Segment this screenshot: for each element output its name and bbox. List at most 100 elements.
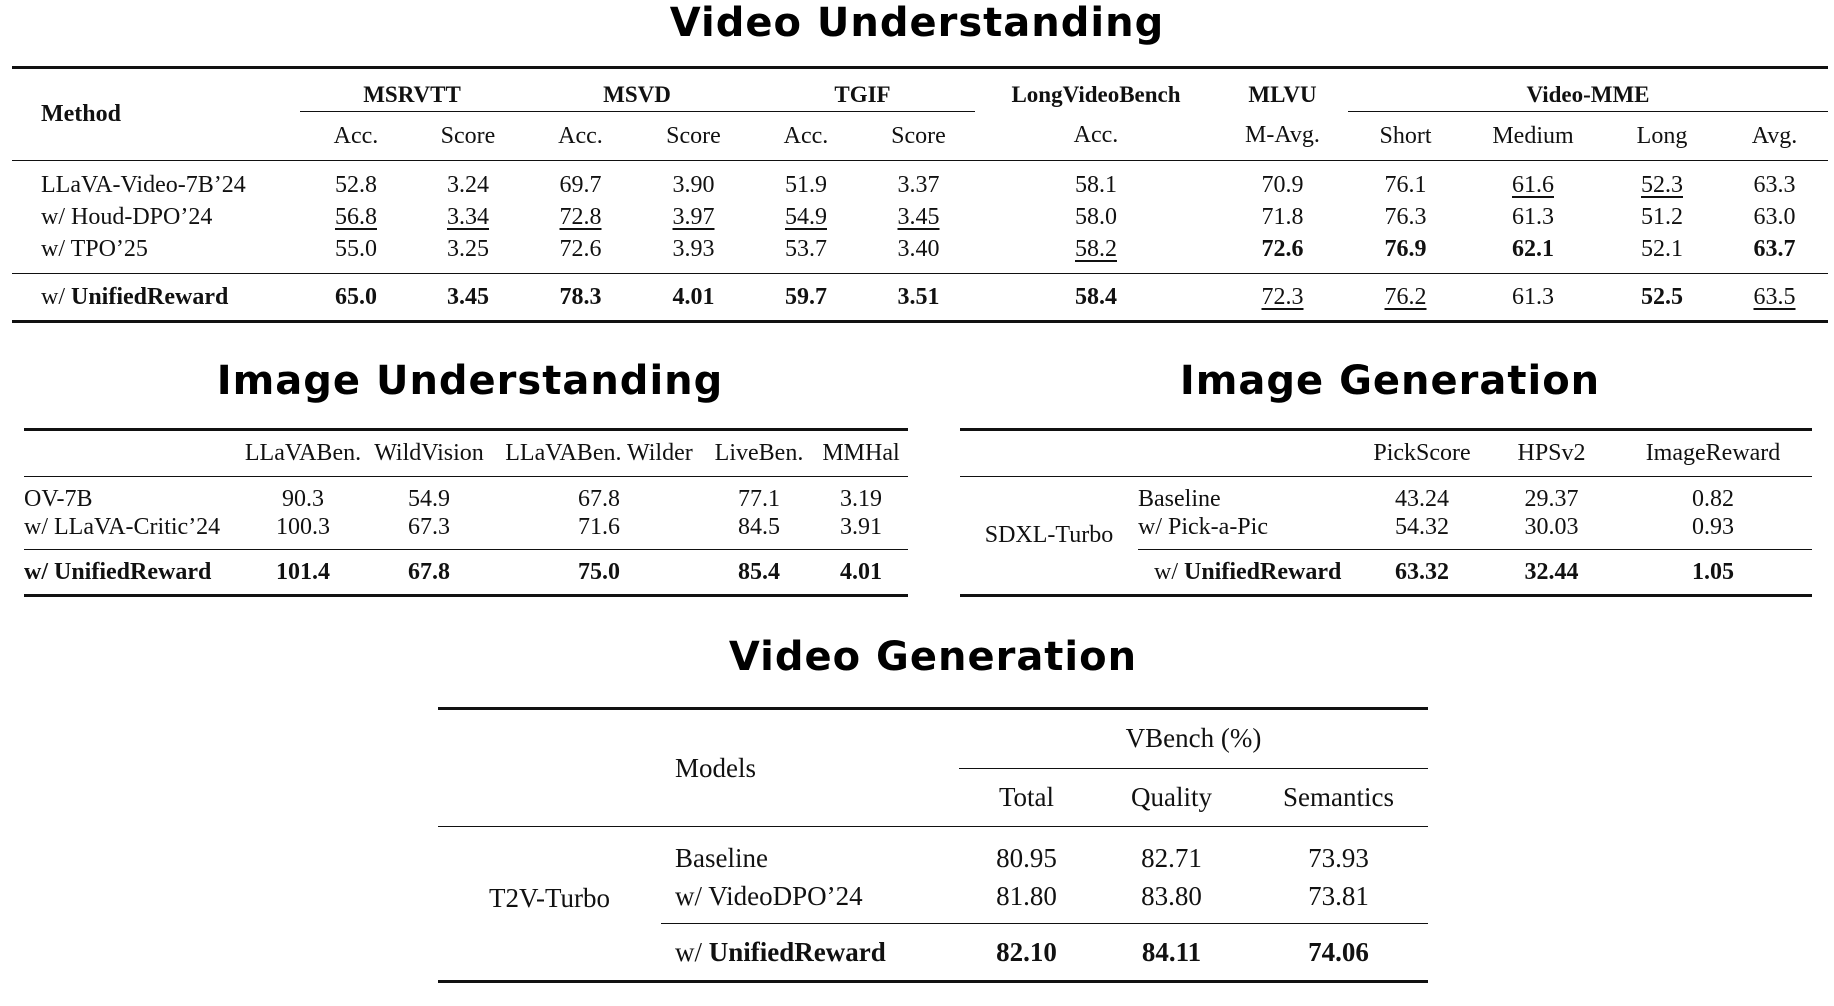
cell: 54.32 bbox=[1395, 513, 1449, 540]
cell: 63.0 bbox=[1753, 203, 1796, 230]
cell: 100.3 bbox=[276, 513, 330, 540]
table-row: w/ Houd-DPO’24 56.8 3.34 72.8 3.97 54.9 … bbox=[12, 201, 1828, 233]
cell: 3.37 bbox=[862, 160, 975, 201]
column-header: Quality bbox=[1131, 781, 1212, 812]
image-generation-title: Image Generation bbox=[1179, 358, 1601, 404]
vg-group-header-row: Models VBench (%) bbox=[438, 708, 1428, 783]
cell: 58.2 bbox=[1075, 235, 1117, 262]
cell: 63.7 bbox=[1753, 235, 1796, 262]
cell: 53.7 bbox=[785, 235, 827, 262]
models-header: Models bbox=[675, 752, 756, 783]
table-row: T2V-Turbo Baseline 80.95 82.71 73.93 bbox=[438, 826, 1428, 982]
cell: 72.6 bbox=[1261, 235, 1304, 262]
empty-header bbox=[24, 430, 242, 477]
model-name: OV-7B bbox=[24, 476, 242, 513]
cell: 67.3 bbox=[408, 513, 450, 540]
cell: 32.44 bbox=[1489, 549, 1614, 596]
cell: 101.4 bbox=[242, 549, 364, 596]
method-name: w/ UnifiedReward bbox=[661, 923, 959, 982]
cell: 71.6 bbox=[578, 513, 620, 540]
image-understanding-table: LLaVABen. WildVision LLaVABen. Wilder Li… bbox=[24, 428, 908, 597]
cell: 51.9 bbox=[750, 160, 862, 201]
column-header: LLaVABen. bbox=[244, 440, 362, 466]
cell: 63.32 bbox=[1355, 549, 1489, 596]
table-row: SDXL-Turbo Baseline 43.24 29.37 0.82 bbox=[960, 476, 1812, 596]
method-name: w/ UnifiedReward bbox=[12, 273, 300, 322]
vu-subheader-row: Acc. Score Acc. Score Acc. Score Acc. M-… bbox=[12, 111, 1828, 161]
subheader: M-Avg. bbox=[1245, 122, 1320, 149]
iu-header-row: LLaVABen. WildVision LLaVABen. Wilder Li… bbox=[24, 430, 908, 477]
cell: 54.9 bbox=[364, 476, 494, 513]
column-header: LLaVABen. Wilder bbox=[505, 440, 693, 466]
cell: 80.95 bbox=[959, 826, 1094, 877]
empty-header bbox=[438, 709, 661, 769]
subheader: Acc. bbox=[300, 111, 412, 161]
group-msvd: MSVD bbox=[603, 82, 671, 107]
cell: 3.90 bbox=[637, 160, 750, 201]
cell: 3.24 bbox=[412, 160, 524, 201]
cell: 76.3 bbox=[1384, 203, 1427, 230]
cell: 52.5 bbox=[1603, 273, 1721, 322]
cell: 72.6 bbox=[559, 235, 602, 262]
cell: 90.3 bbox=[242, 476, 364, 513]
method-prefix: w/ bbox=[41, 283, 71, 310]
group-msrvtt: MSRVTT bbox=[363, 82, 461, 107]
cell: 62.1 bbox=[1512, 235, 1554, 262]
subheader: Avg. bbox=[1721, 111, 1828, 161]
cell: 75.0 bbox=[494, 549, 704, 596]
cell: 3.34 bbox=[447, 203, 489, 230]
model-name: T2V-Turbo bbox=[438, 826, 661, 982]
cell: 73.81 bbox=[1308, 880, 1369, 911]
cell: 72.3 bbox=[1217, 273, 1348, 322]
video-generation-table: Models VBench (%) Total Quality Semantic… bbox=[438, 707, 1428, 983]
cell: 83.80 bbox=[1141, 880, 1202, 911]
subheader: Medium bbox=[1463, 111, 1603, 161]
cell: 3.45 bbox=[897, 203, 940, 230]
vbench-header: VBench (%) bbox=[959, 708, 1428, 769]
column-header: MMHal bbox=[822, 440, 900, 466]
cell: 82.71 bbox=[1094, 826, 1249, 877]
cell: 56.8 bbox=[335, 203, 377, 230]
method-name: Baseline bbox=[1138, 476, 1355, 513]
image-understanding-title: Image Understanding bbox=[216, 358, 724, 404]
method-prefix: w/ bbox=[1154, 558, 1184, 585]
cell: 3.40 bbox=[897, 235, 940, 262]
cell: 65.0 bbox=[300, 273, 412, 322]
subheader: Acc. bbox=[524, 111, 637, 161]
cell: 84.5 bbox=[738, 513, 780, 540]
table-row: w/ Pick-a-Pic 54.32 30.03 0.93 bbox=[960, 513, 1812, 550]
cell: 51.2 bbox=[1641, 203, 1683, 230]
group-tgif: TGIF bbox=[834, 82, 891, 107]
table-row: w/ TPO’25 55.0 3.25 72.6 3.93 53.7 3.40 … bbox=[12, 233, 1828, 274]
cell: 76.1 bbox=[1348, 160, 1463, 201]
column-header: Total bbox=[998, 781, 1055, 812]
method-name: LLaVA-Video-7B’24 bbox=[12, 160, 300, 201]
cell: 72.8 bbox=[559, 203, 602, 230]
cell: 67.8 bbox=[494, 476, 704, 513]
subheader: Acc. bbox=[1073, 122, 1119, 149]
method-unifiedreward: UnifiedReward bbox=[1184, 558, 1342, 585]
subheader: Long bbox=[1603, 111, 1721, 161]
column-header: WildVision bbox=[374, 440, 484, 466]
method-name: w/ TPO’25 bbox=[41, 235, 148, 262]
video-understanding-table: Method MSRVTT MSVD TGIF LongVideoBench M… bbox=[12, 66, 1828, 323]
subheader: Score bbox=[637, 111, 750, 161]
group-longvideobench: LongVideoBench bbox=[1011, 82, 1181, 108]
cell: 29.37 bbox=[1489, 476, 1614, 513]
empty-header bbox=[960, 430, 1138, 477]
cell: 58.0 bbox=[1075, 203, 1117, 230]
table-row-final: w/ UnifiedReward 101.4 67.8 75.0 85.4 4.… bbox=[24, 549, 908, 596]
cell: 4.01 bbox=[814, 549, 908, 596]
model-name: SDXL-Turbo bbox=[960, 476, 1138, 596]
method-name: Baseline bbox=[661, 826, 959, 877]
cell: 3.19 bbox=[814, 476, 908, 513]
cell: 4.01 bbox=[637, 273, 750, 322]
cell: 3.97 bbox=[672, 203, 715, 230]
cell: 3.93 bbox=[672, 235, 715, 262]
table-row-final: w/ UnifiedReward 65.0 3.45 78.3 4.01 59.… bbox=[12, 273, 1828, 322]
cell: 70.9 bbox=[1217, 160, 1348, 201]
cell: 81.80 bbox=[996, 880, 1057, 911]
subheader: Acc. bbox=[750, 111, 862, 161]
model-name: w/ UnifiedReward bbox=[24, 549, 242, 596]
cell: 69.7 bbox=[524, 160, 637, 201]
